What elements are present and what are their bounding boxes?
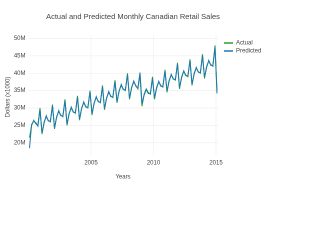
y-tick-label: 50M [14, 36, 26, 42]
legend-label: Actual [236, 41, 253, 47]
y-tick-label: 40M [14, 71, 26, 77]
x-tick-label: 2010 [147, 161, 161, 167]
chart-title: Actual and Predicted Monthly Canadian Re… [46, 12, 220, 21]
x-tick-label: 2005 [84, 161, 98, 167]
chart: Actual and Predicted Monthly Canadian Re… [6, 12, 262, 181]
y-tick-label: 45M [14, 53, 26, 59]
legend-label: Predicted [236, 49, 261, 55]
y-tick-label: 35M [14, 88, 26, 94]
y-axis-label: Dollars (x1000) [6, 77, 12, 118]
series-line [29, 47, 218, 149]
series-line [29, 45, 218, 138]
y-tick-label: 20M [14, 140, 26, 146]
x-tick-label: 2015 [209, 161, 223, 167]
y-tick-label: 30M [14, 106, 26, 112]
x-axis-label: Years [115, 175, 130, 181]
y-tick-label: 25M [14, 123, 26, 129]
